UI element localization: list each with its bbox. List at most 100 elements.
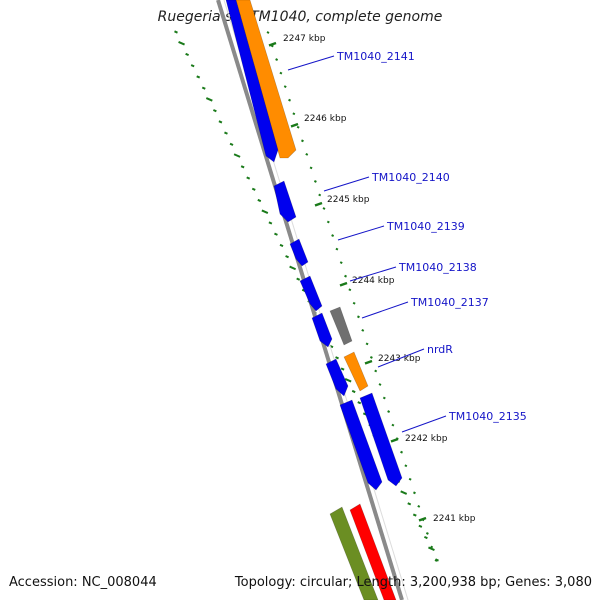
scale-dot	[196, 75, 201, 79]
map-title: Ruegeria sp. TM1040, complete genome	[157, 9, 443, 25]
kbp-tick-label: 2242 kbp	[405, 434, 448, 444]
kbp-minor-dot	[309, 166, 313, 170]
kbp-minor-dot	[374, 369, 378, 373]
scale-dot	[418, 524, 423, 528]
scale-dot	[400, 490, 408, 495]
kbp-minor-dot	[365, 342, 369, 346]
feature-tm1040-2139	[289, 238, 309, 267]
gene-label: TM1040_2139	[386, 220, 465, 233]
kbp-minor-dot	[266, 31, 270, 34]
kbp-tick-mark	[290, 122, 299, 128]
scale-dot	[212, 109, 217, 113]
kbp-tick-label: 2245 kbp	[327, 195, 370, 205]
feature-tm1040-2141	[225, 0, 279, 163]
kbp-tick-label: 2244 kbp	[352, 276, 395, 286]
scale-dot	[246, 176, 251, 180]
kbp-tick-label: 2247 kbp	[283, 34, 326, 44]
gene-leader-line	[361, 301, 409, 319]
kbp-tick-label: 2241 kbp	[433, 514, 476, 524]
gene-leader-line	[337, 225, 385, 241]
gene-leader-line	[401, 415, 447, 433]
kbp-minor-dot	[425, 532, 429, 535]
feature-olive	[329, 506, 379, 600]
scale-dot	[190, 64, 195, 68]
scale-dot	[289, 265, 297, 271]
scale-dot	[357, 401, 362, 405]
scale-dot	[233, 153, 241, 158]
feature-tm1040-2137b	[311, 312, 333, 348]
scale-dot	[428, 546, 435, 552]
scale-dot	[407, 502, 412, 506]
scale-dot	[423, 535, 428, 540]
kbp-minor-dot	[348, 288, 352, 292]
scale-dot	[268, 221, 273, 225]
feature-nrdR-b	[325, 358, 349, 397]
feature-tm1040-2137	[329, 306, 353, 346]
kbp-minor-dot	[408, 477, 412, 481]
feature-tm1040-2135-a	[339, 399, 383, 491]
kbp-minor-dot	[292, 112, 296, 116]
kbp-minor-dot	[395, 437, 399, 441]
kbp-minor-dot	[331, 234, 335, 237]
feature-tm1040-2140	[273, 180, 297, 223]
gene-label: TM1040_2140	[371, 171, 450, 184]
kbp-minor-dot	[326, 220, 330, 224]
kbp-minor-dot	[305, 152, 309, 156]
gene-label: nrdR	[427, 343, 453, 356]
scale-dot	[261, 209, 269, 214]
kbp-minor-dot	[413, 491, 416, 495]
scale-dot	[344, 378, 352, 383]
accession-text: Accession: NC_008044	[9, 575, 157, 590]
kbp-minor-dot	[275, 58, 279, 61]
kbp-minor-dot	[369, 356, 373, 359]
kbp-minor-dot	[301, 139, 304, 143]
gene-label: TM1040_2137	[410, 296, 489, 309]
gene-leader-line	[349, 266, 397, 282]
scale-dot	[279, 243, 284, 248]
kbp-minor-dot	[404, 464, 408, 468]
kbp-minor-dot	[318, 193, 322, 197]
kbp-minor-dot	[417, 504, 421, 508]
gene-label-track: TM1040_2141 TM1040_2140 TM1040_2139 TM1040_…	[287, 50, 527, 433]
kbp-minor-dot	[382, 396, 386, 400]
kbp-tick-mark	[364, 359, 373, 365]
feature-track	[225, 0, 403, 600]
gene-leader-line	[323, 176, 370, 192]
kbp-minor-dot	[421, 518, 425, 522]
kbp-minor-dot	[361, 328, 365, 332]
kbp-tick-label: 2246 kbp	[304, 114, 347, 124]
kbp-minor-dot	[279, 71, 283, 75]
feature-tm1040-2135-b	[359, 392, 403, 487]
feature-tm1040-2138	[299, 275, 323, 312]
kbp-tick-mark	[314, 201, 323, 207]
kbp-minor-dot	[378, 383, 382, 386]
kbp-minor-dot	[387, 410, 391, 413]
kbp-minor-dot	[270, 44, 274, 48]
gene-label: TM1040_2135	[448, 410, 527, 423]
scale-dot	[218, 120, 223, 124]
scale-dot	[251, 187, 256, 191]
kbp-minor-dot	[357, 315, 360, 319]
scale-dot	[274, 232, 278, 236]
feature-nrdR	[343, 351, 369, 392]
scale-dot	[205, 97, 213, 102]
kbp-minor-dot	[288, 98, 291, 102]
kbp-minor-dot	[335, 247, 339, 251]
summary-text: Topology: circular; Length: 3,200,938 bp…	[234, 575, 592, 590]
scale-dot	[224, 131, 228, 135]
scale-dot	[201, 86, 206, 90]
kbp-minor-dot	[400, 450, 403, 454]
kbp-minor-dot	[434, 559, 438, 562]
scale-dot	[351, 389, 356, 394]
kbp-minor-dot	[296, 125, 300, 129]
kbp-minor-dot	[352, 301, 356, 305]
scale-dot	[185, 52, 190, 57]
scale-dot	[229, 142, 234, 146]
kbp-minor-dot	[344, 274, 347, 278]
scale-dot	[340, 367, 345, 371]
kbp-tick-mark	[339, 281, 348, 287]
gene-leader-line	[377, 348, 425, 368]
scale-dot	[335, 356, 339, 360]
scale-dot	[257, 198, 262, 203]
feature-red	[349, 503, 397, 600]
